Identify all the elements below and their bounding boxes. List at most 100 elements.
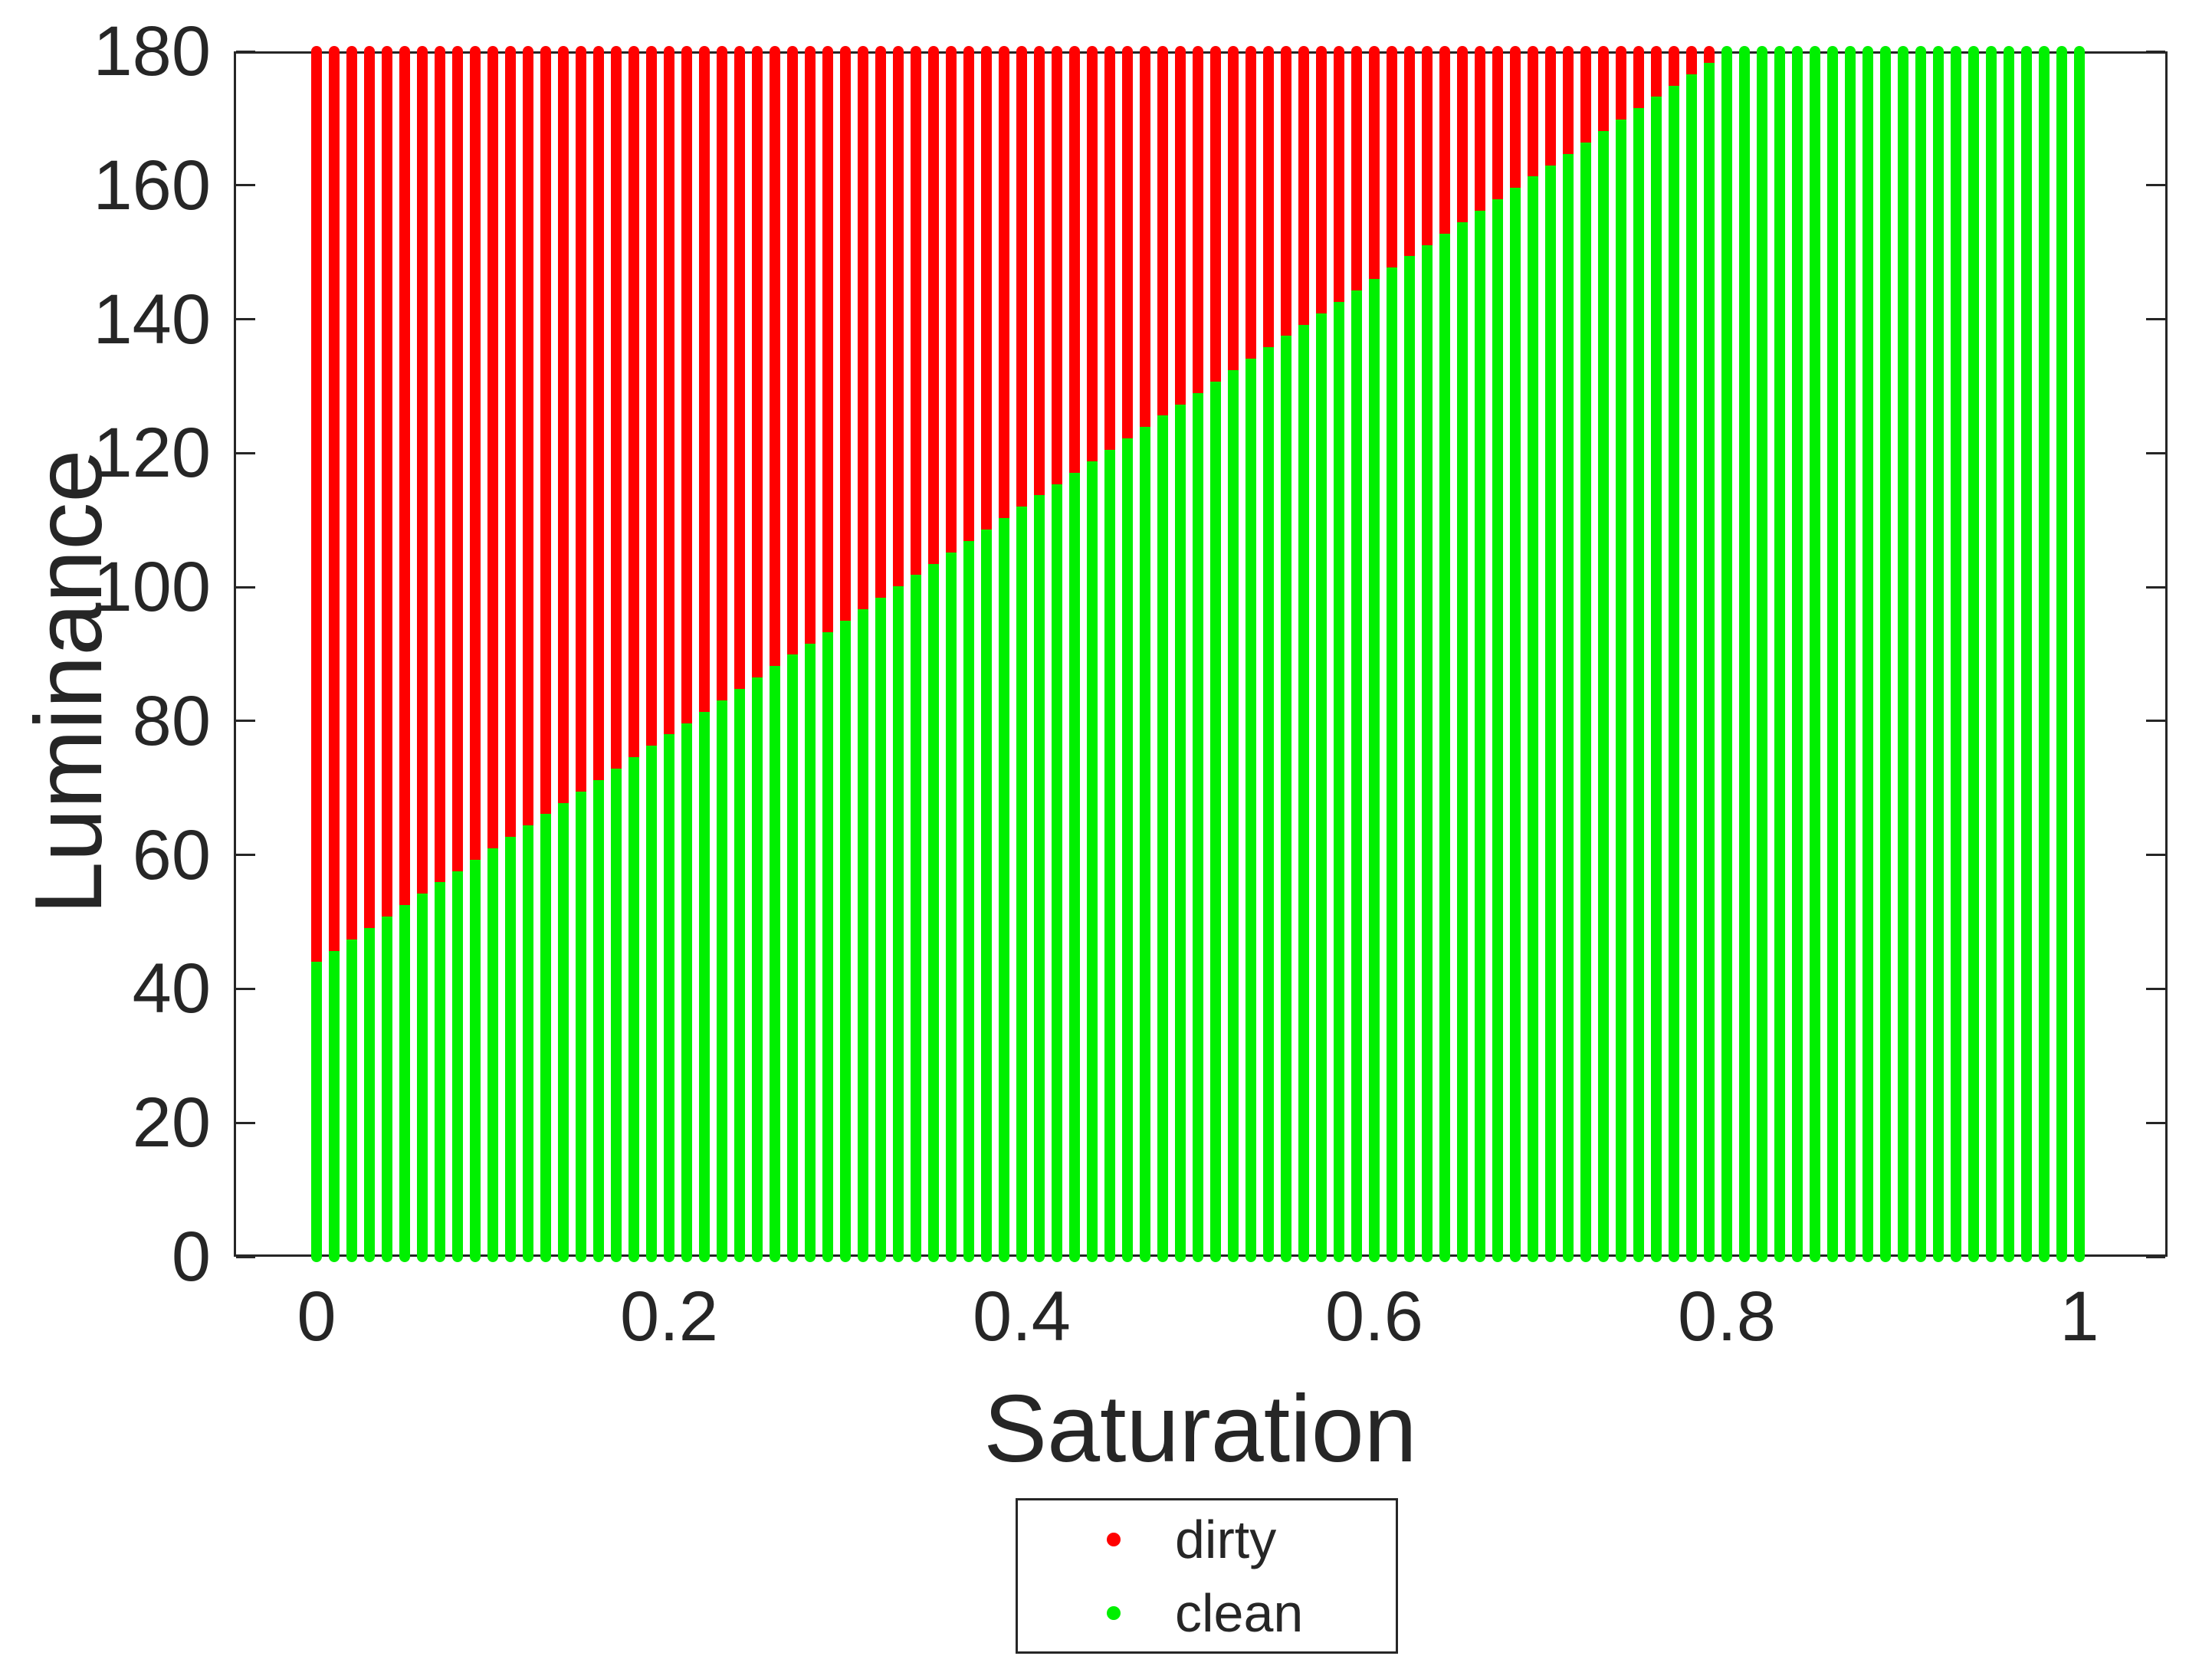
clean-column-segment (1281, 336, 1291, 1262)
clean-column-segment (681, 723, 692, 1262)
clean-column-segment (1122, 438, 1133, 1262)
axis-tick (2146, 987, 2165, 990)
clean-column-segment (1580, 142, 1591, 1262)
clean-column-segment (1069, 472, 1080, 1262)
clean-column-segment (1016, 507, 1027, 1262)
dirty-column-segment (611, 46, 622, 769)
clean-column-segment (346, 939, 357, 1262)
legend: dirty clean (1016, 1498, 1398, 1654)
clean-column-segment (1880, 46, 1891, 1262)
clean-column-segment (1951, 46, 1961, 1262)
clean-column-segment (1369, 279, 1380, 1262)
clean-column-segment (1316, 313, 1327, 1262)
dirty-column-segment (558, 46, 569, 803)
scatter-columns-layer (234, 46, 2168, 1262)
x-tick-label: 0.8 (1678, 1277, 1776, 1356)
dirty-column-segment (1016, 46, 1027, 507)
clean-column-segment (1633, 108, 1644, 1262)
clean-column-segment (1263, 347, 1274, 1262)
dirty-column-segment (734, 46, 745, 689)
dirty-column-segment (840, 46, 851, 621)
axis-tick (2146, 318, 2165, 321)
clean-column-segment (1757, 46, 1767, 1262)
y-tick-label: 100 (93, 548, 212, 627)
dirty-column-segment (822, 46, 833, 632)
dirty-column-segment (1686, 46, 1697, 74)
dirty-column-segment (981, 46, 992, 530)
dirty-column-segment (893, 46, 904, 587)
dirty-column-segment (999, 46, 1009, 519)
dirty-column-segment (1140, 46, 1150, 428)
dirty-column-segment (452, 46, 463, 871)
dirty-column-segment (523, 46, 533, 826)
clean-column-segment (558, 802, 569, 1262)
clean-column-segment (1387, 267, 1397, 1262)
dirty-column-segment (805, 46, 816, 644)
clean-column-segment (1669, 85, 1679, 1262)
clean-column-segment (1686, 74, 1697, 1262)
clean-column-segment (981, 529, 992, 1262)
dirty-column-segment (858, 46, 868, 609)
clean-column-segment (1827, 46, 1838, 1262)
dirty-column-segment (1580, 46, 1591, 143)
x-tick-label: 0.4 (973, 1277, 1071, 1356)
dirty-column-segment (1193, 46, 1203, 393)
clean-column-segment (1193, 392, 1203, 1262)
dirty-column-segment (1034, 46, 1045, 496)
dirty-column-segment (963, 46, 974, 541)
clean-column-segment (717, 700, 727, 1262)
axis-tick (236, 1255, 255, 1258)
clean-column-segment (1210, 381, 1221, 1262)
clean-column-segment (1721, 46, 1732, 1262)
dirty-column-segment (1404, 46, 1415, 257)
dirty-column-segment (1616, 46, 1626, 120)
dirty-column-segment (1510, 46, 1521, 189)
clean-column-segment (805, 643, 816, 1262)
dirty-column-segment (1475, 46, 1485, 211)
y-tick-label: 180 (93, 12, 212, 90)
clean-column-segment (911, 575, 921, 1262)
y-tick-label: 60 (132, 815, 211, 894)
clean-column-segment (1475, 210, 1485, 1262)
clean-column-segment (1933, 46, 1944, 1262)
axis-tick (236, 318, 255, 321)
clean-column-segment (1862, 46, 1873, 1262)
legend-entry-clean: clean (1018, 1586, 1396, 1640)
clean-column-segment (928, 563, 939, 1262)
clean-column-segment (1034, 495, 1045, 1262)
axis-tick (2146, 585, 2165, 589)
dirty-column-segment (1157, 46, 1168, 416)
y-tick-label: 140 (93, 280, 212, 359)
y-tick-label: 0 (171, 1218, 211, 1296)
dirty-column-segment (1175, 46, 1186, 405)
y-tick-label: 40 (132, 949, 211, 1028)
clean-column-segment (2021, 46, 2032, 1262)
dirty-column-segment (646, 46, 657, 746)
clean-column-segment (1986, 46, 1997, 1262)
dirty-column-segment (382, 46, 392, 917)
dirty-column-segment (664, 46, 674, 735)
dirty-column-segment (1263, 46, 1274, 348)
axis-tick (2146, 184, 2165, 187)
clean-column-segment (628, 757, 639, 1262)
dirty-column-segment (1528, 46, 1538, 177)
clean-column-segment (1298, 324, 1309, 1262)
dirty-column-segment (1369, 46, 1380, 280)
dirty-column-segment (875, 46, 886, 598)
clean-column-segment (540, 814, 551, 1262)
clean-column-segment (2039, 46, 2050, 1262)
clean-marker-icon (1107, 1606, 1121, 1620)
clean-column-segment (329, 950, 340, 1262)
clean-column-segment (1545, 165, 1556, 1262)
dirty-column-segment (1387, 46, 1397, 268)
clean-column-segment (1422, 244, 1433, 1262)
dirty-column-segment (593, 46, 604, 780)
x-axis-title: Saturation (983, 1376, 1417, 1482)
dirty-column-segment (399, 46, 410, 906)
clean-column-segment (1334, 301, 1344, 1262)
dirty-column-segment (1245, 46, 1256, 359)
dirty-column-segment (1439, 46, 1450, 234)
clean-column-segment (1528, 176, 1538, 1262)
dirty-column-segment (911, 46, 921, 576)
dirty-column-segment (1087, 46, 1098, 461)
